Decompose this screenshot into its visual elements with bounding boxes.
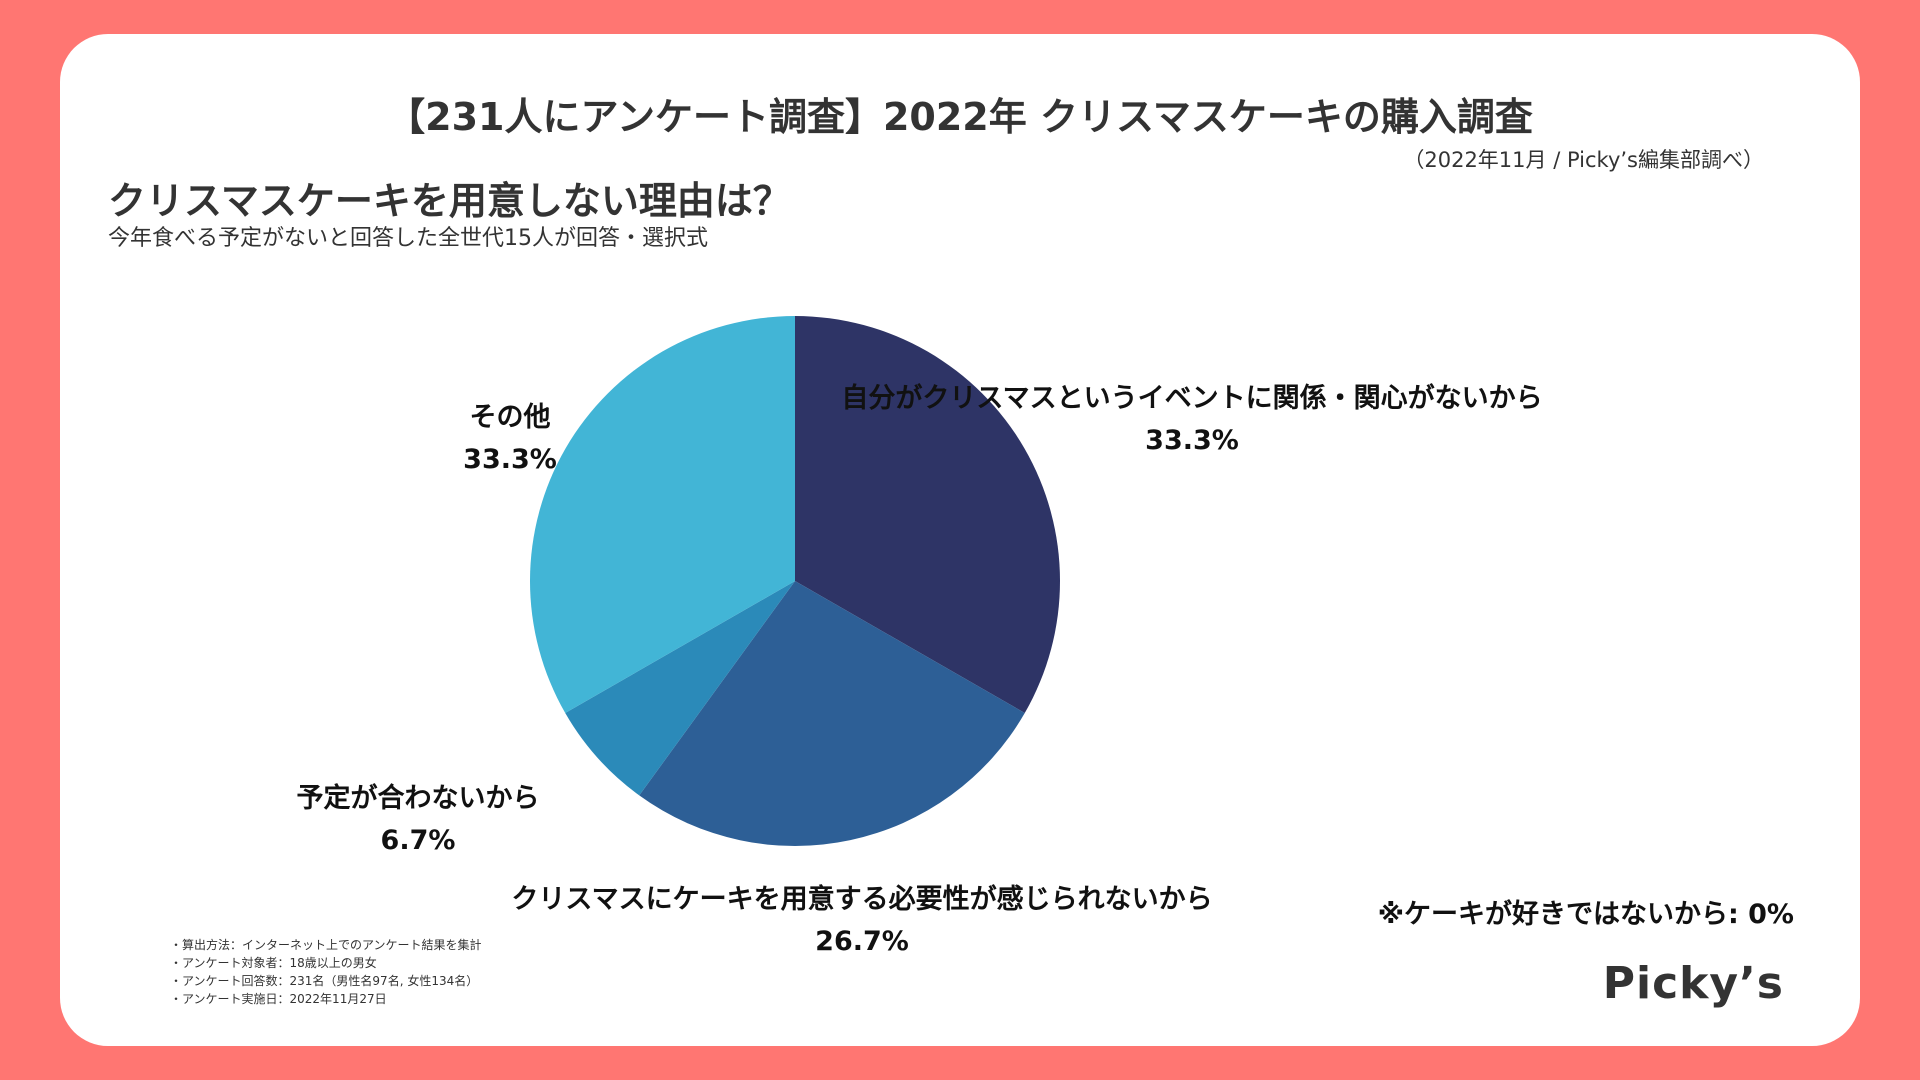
chart-card: 【231人にアンケート調査】2022年 クリスマスケーキの購入調査 （2022年… — [60, 34, 1860, 1046]
method-line: ・算出方法：インターネット上でのアンケート結果を集計 — [170, 938, 482, 952]
slice-label-text: クリスマスにケーキを用意する必要性が感じられないから — [511, 884, 1213, 915]
question-subtitle: 今年食べる予定がないと回答した全世代15人が回答・選択式 — [108, 226, 708, 251]
slice-label-schedule: 予定が合わないから 6.7% — [297, 778, 540, 862]
pie-slice-schedule — [565, 581, 795, 796]
brand-logo: Picky’s — [1602, 958, 1784, 1009]
slice-value-label: 26.7% — [815, 926, 909, 957]
survey-methods: ・算出方法：インターネット上でのアンケート結果を集計 ・アンケート対象者：18歳… — [170, 936, 482, 1008]
pie-slice-no-interest — [795, 316, 1060, 714]
slice-label-other: その他 33.3% — [463, 397, 557, 481]
slice-value-label: 6.7% — [380, 825, 456, 856]
method-line: ・アンケート回答数：231名（男性名97名, 女性134名） — [170, 974, 479, 988]
source-note: （2022年11月 / Picky’s編集部調べ） — [1403, 148, 1764, 172]
pie-slice-other — [529, 316, 795, 714]
page-title: 【231人にアンケート調査】2022年 クリスマスケーキの購入調査 — [387, 95, 1533, 139]
slice-label-no-interest: 自分がクリスマスというイベントに関係・関心がないから 33.3% — [841, 378, 1542, 462]
method-line: ・アンケート実施日：2022年11月27日 — [170, 992, 387, 1006]
slice-label-no-need: クリスマスにケーキを用意する必要性が感じられないから 26.7% — [511, 879, 1212, 963]
slice-value-label: 33.3% — [1145, 425, 1239, 456]
method-line: ・アンケート対象者：18歳以上の男女 — [170, 956, 377, 970]
pie-slice-no-need — [639, 581, 1025, 846]
pie-chart — [529, 316, 1060, 846]
slice-value-label: 33.3% — [463, 444, 557, 475]
slice-label-text: 自分がクリスマスというイベントに関係・関心がないから — [841, 383, 1543, 414]
zero-percent-note: ※ケーキが好きではないから: 0% — [1377, 899, 1794, 930]
slice-label-text: その他 — [469, 402, 551, 433]
slice-label-text: 予定が合わないから — [296, 783, 540, 814]
pie-slices — [529, 316, 1060, 846]
question-title: クリスマスケーキを用意しない理由は？ — [108, 179, 791, 223]
